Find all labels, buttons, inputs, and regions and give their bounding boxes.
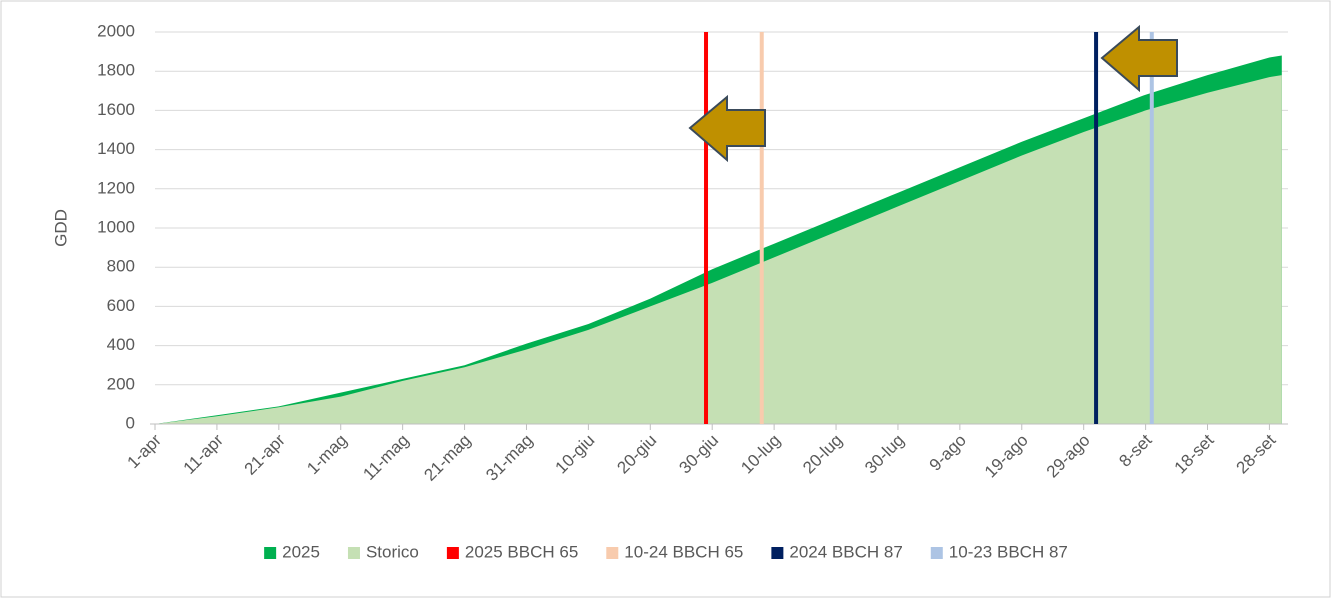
legend-label: 10-23 BBCH 87: [949, 542, 1068, 561]
arrow: [688, 94, 766, 163]
legend-swatch: [771, 547, 784, 559]
y-tick-label: 1600: [97, 100, 135, 119]
y-tick-label: 1000: [97, 217, 135, 236]
legend-swatch: [606, 547, 619, 559]
area: [155, 75, 1282, 424]
arrow: [1100, 24, 1178, 93]
legend-swatch: [264, 547, 277, 559]
y-tick-label: 400: [107, 335, 135, 354]
legend-swatch: [446, 547, 459, 559]
y-tick-label: 0: [126, 413, 135, 432]
legend-label: 2025 BBCH 65: [465, 542, 578, 561]
legend-label: 2025: [282, 542, 320, 561]
y-tick-label: 200: [107, 374, 135, 393]
legend-label: Storico: [366, 542, 419, 561]
y-tick-label: 1800: [97, 61, 135, 80]
y-tick-label: 600: [107, 296, 135, 315]
legend-label: 2024 BBCH 87: [789, 542, 902, 561]
y-tick-label: 1200: [97, 178, 135, 197]
legend-swatch: [930, 547, 943, 559]
y-tick-label: 800: [107, 257, 135, 276]
legend: 2025 Storico 2025 BBCH 65 10-24 BBCH 65 2024…: [264, 542, 1068, 561]
y-tick-label: 2000: [97, 21, 135, 40]
y-tick-label: 1400: [97, 139, 135, 158]
legend-swatch: [347, 547, 360, 559]
legend-label: 10-24 BBCH 65: [624, 542, 743, 561]
y-axis-label: GDD: [51, 209, 70, 247]
arrows: [688, 24, 1178, 163]
